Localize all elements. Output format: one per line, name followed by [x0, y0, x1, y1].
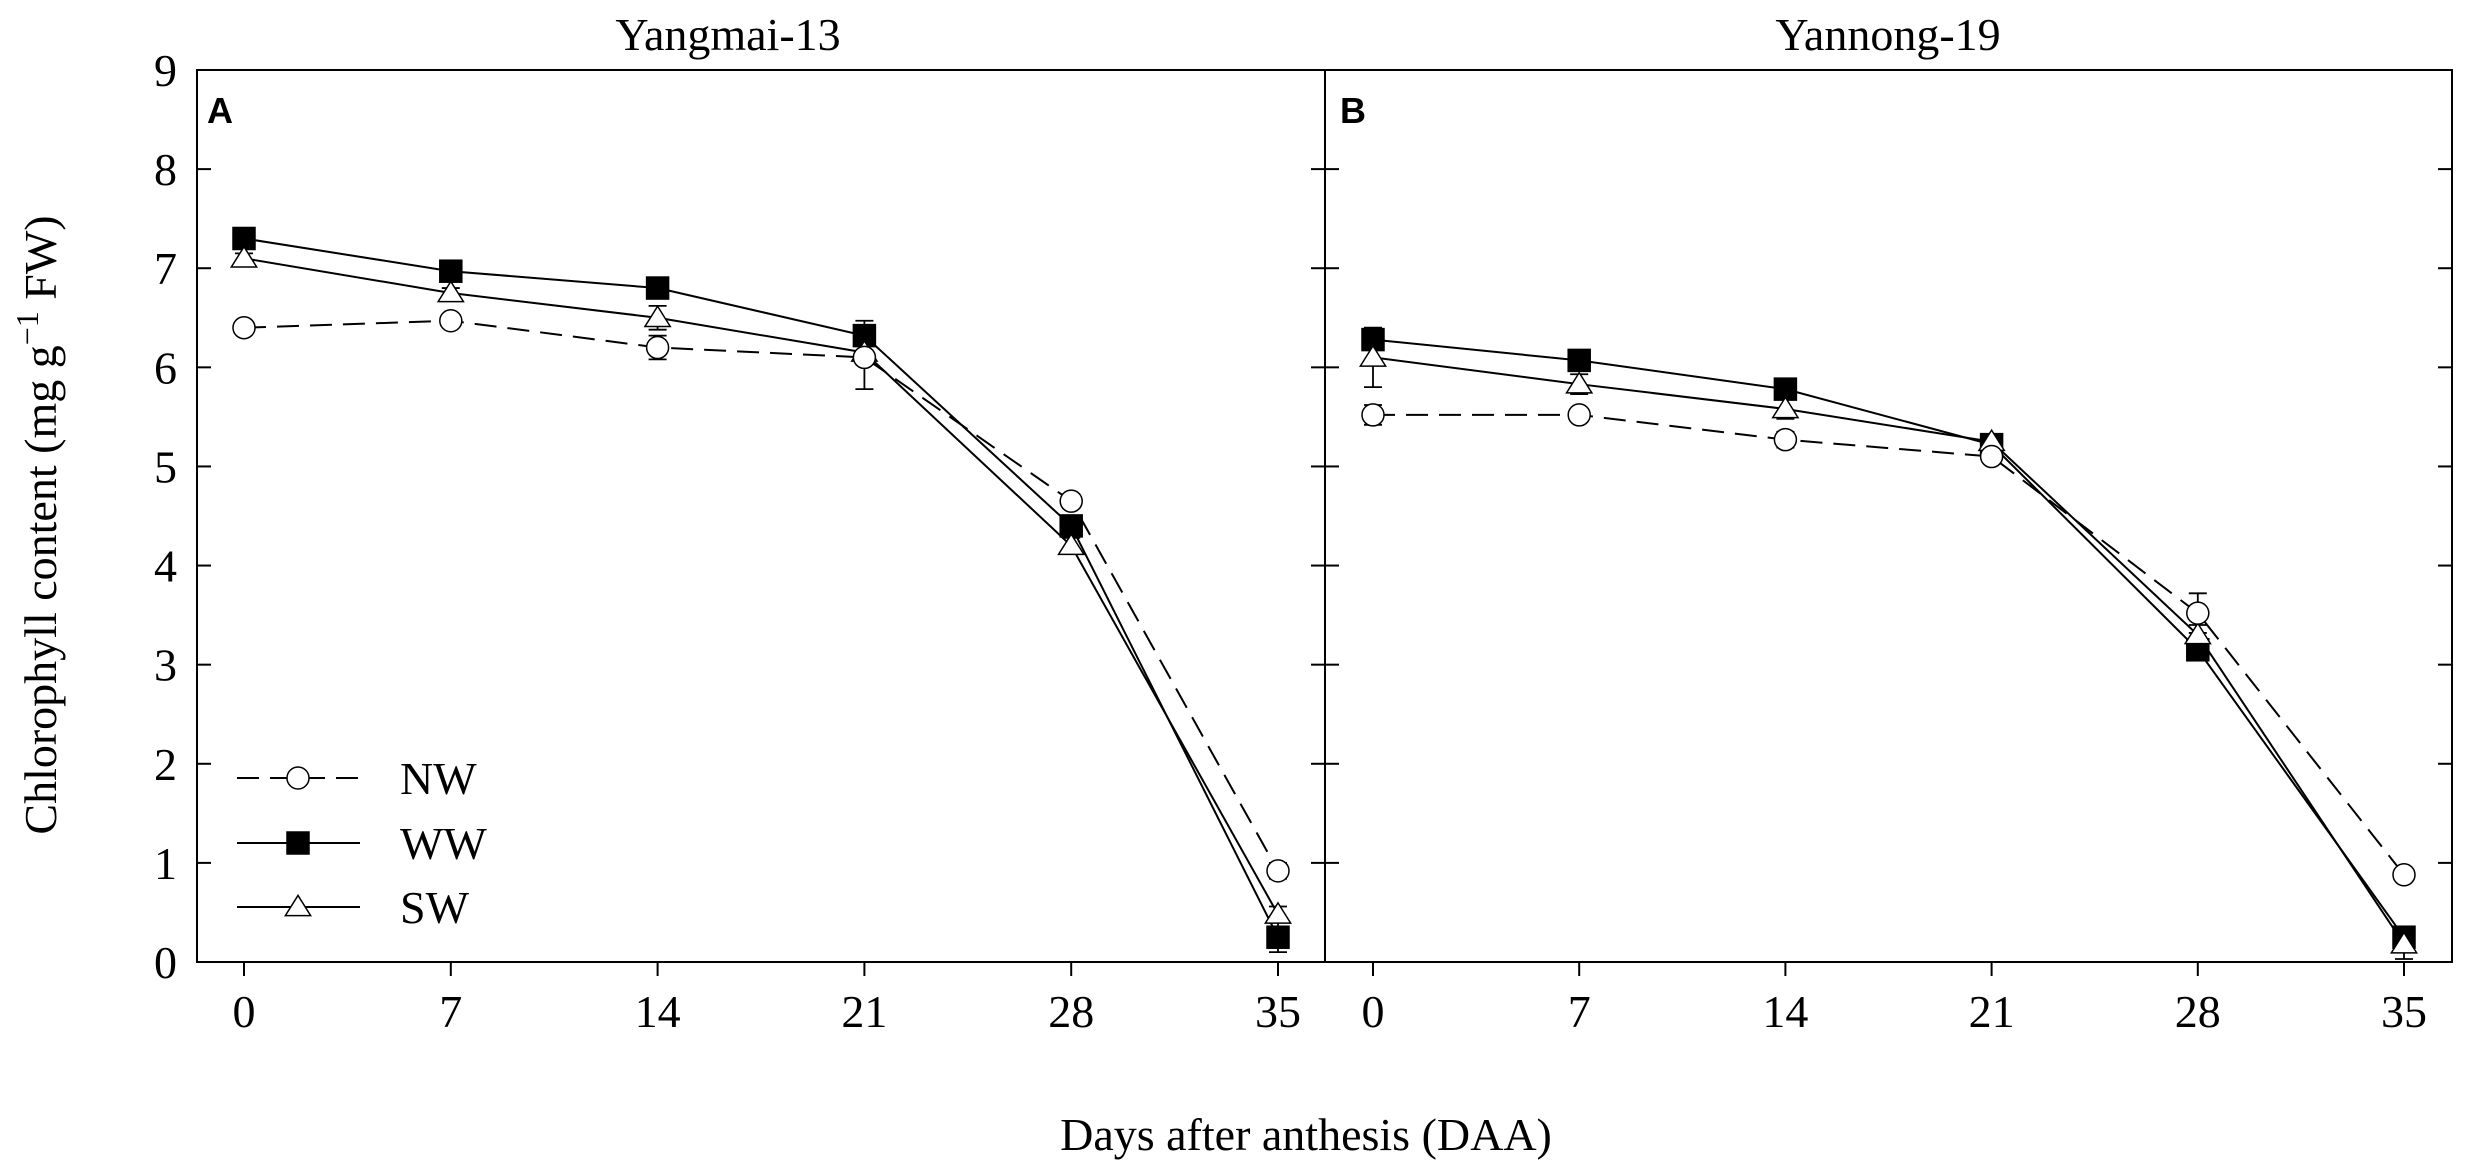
panel-a-line-sw [243, 257, 1279, 915]
panel-a-point-sw [1263, 901, 1293, 924]
panel-a-point-ww [439, 259, 463, 283]
legend-entry-sw: SW [237, 882, 470, 933]
panel-b-point-sw [2389, 931, 2419, 954]
panel-a-point-nw [1059, 489, 1083, 513]
panel-b-point-sw [2183, 621, 2212, 645]
panel-b-point-nw [1567, 403, 1591, 427]
panel-a-title: Yangmai-13 [615, 9, 840, 60]
panel-b-line-ww [1372, 338, 2405, 938]
panel-b-point-nw [1773, 427, 1798, 452]
panel-a-point-nw [232, 315, 256, 340]
panel-b-point-nw [1361, 403, 1385, 427]
y-axis-label-main: Chlorophyll content (mg g [15, 345, 66, 834]
panel-a-point-nw [645, 335, 670, 360]
panel-a-point-sw [229, 245, 259, 268]
panel-a-letter: A [207, 90, 233, 131]
panel-a-line-nw [243, 319, 1279, 872]
legend-marker-sw [283, 894, 313, 917]
panel-b-x-tick-label: 0 [1362, 986, 1385, 1037]
panel-a-plot-area: 0 1 2 3 4 5 6 7 8 9 0 7 14 21 28 35 [154, 45, 1326, 1037]
panel-a-point-sw [436, 280, 465, 303]
panel-b-point-ww [1567, 348, 1591, 373]
panel-a-point-nw [852, 345, 877, 370]
panel-a-x-tick-label: 0 [233, 986, 256, 1037]
panel-a-frame [196, 69, 1326, 963]
x-axis-label: Days after anthesis (DAA) [1060, 1109, 1552, 1160]
panel-a-x-tick-label: 28 [1048, 986, 1094, 1037]
panel-a-y-tick-label: 1 [154, 838, 177, 889]
panel-a-y-tick-label: 2 [154, 739, 177, 790]
panel-a-point-ww [1266, 925, 1290, 949]
panel-b-line-sw [1372, 356, 2405, 945]
legend-label-sw: SW [400, 882, 470, 933]
panel-b-letter: B [1340, 90, 1366, 131]
panel-b-yannong-19: Yannong-19 B 0 7 14 21 28 35 [1324, 9, 2453, 1037]
panel-a-x-tick-label: 7 [439, 986, 462, 1037]
panel-a-point-nw [1266, 859, 1290, 883]
panel-b-point-nw [2186, 601, 2210, 625]
panel-b-point-nw [2392, 863, 2416, 887]
legend-label-nw: NW [400, 753, 477, 804]
panel-a-point-ww [645, 276, 670, 300]
panel-b-plot-area: 0 7 14 21 28 35 [1324, 69, 2453, 1037]
panel-b-x-tick-label: 21 [1969, 986, 2015, 1037]
panel-a-yangmai-13: Yangmai-13 A 0 1 2 3 4 5 6 7 8 9 0 7 14 21 28 35 [154, 9, 1326, 1037]
legend-entry-ww: WW [237, 818, 487, 869]
panel-a-point-nw [439, 309, 463, 333]
panel-a-point-sw [643, 304, 672, 328]
y-axis-label: Chlorophyll content (mg g−1 FW) [9, 215, 66, 834]
panel-a-x-tick-label: 35 [1255, 986, 1301, 1037]
panel-b-line-nw [1373, 413, 2405, 876]
y-axis-label-superscript: −1 [9, 311, 45, 345]
panel-b-title: Yannong-19 [1775, 9, 2000, 60]
panel-b-x-tick-label: 28 [2175, 986, 2221, 1037]
panel-b-point-sw [1565, 371, 1594, 394]
panel-a-y-tick-label: 8 [154, 144, 177, 195]
panel-b-frame [1324, 69, 2453, 963]
panel-b-point-sw [1771, 395, 1800, 419]
legend-entry-nw: NW [237, 753, 477, 804]
panel-a-y-tick-label: 5 [154, 441, 177, 492]
panel-a-x-tick-label: 14 [635, 986, 681, 1037]
panel-a-y-tick-label: 7 [154, 243, 177, 294]
y-axis-label-tail: FW) [15, 215, 66, 311]
panel-a-y-tick-label: 9 [154, 45, 177, 96]
legend: NW WW SW [237, 753, 487, 933]
legend-label-ww: WW [400, 818, 487, 869]
panel-a-y-tick-label: 4 [154, 541, 177, 592]
panel-a-point-sw [1057, 532, 1086, 556]
legend-marker-nw [286, 766, 310, 790]
panel-b-x-tick-label: 7 [1568, 986, 1591, 1037]
panel-a-line-ww [243, 237, 1279, 938]
panel-b-x-tick-label: 14 [1762, 986, 1808, 1037]
panel-a-y-tick-label: 6 [154, 342, 177, 393]
panel-a-y-tick-label: 3 [154, 640, 177, 691]
panel-a-x-tick-label: 21 [841, 986, 887, 1037]
panel-b-point-sw [1358, 344, 1388, 367]
panel-b-point-nw [1979, 444, 2004, 469]
legend-marker-ww [286, 831, 310, 855]
panel-b-x-tick-label: 35 [2381, 986, 2427, 1037]
panel-a-y-tick-label: 0 [154, 937, 177, 988]
